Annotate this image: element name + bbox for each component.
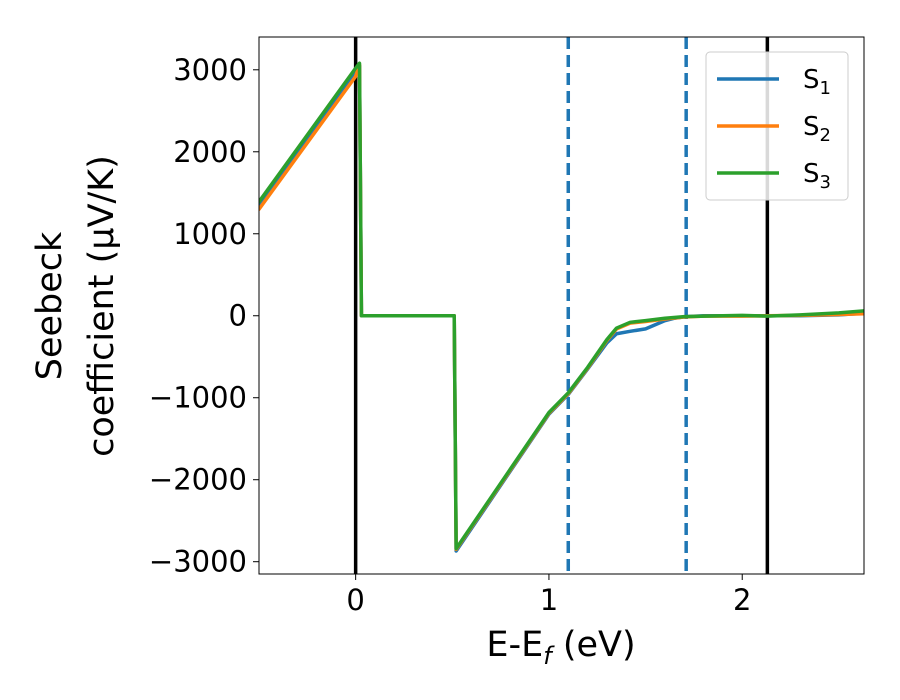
legend-label-S2: S2 [803, 112, 831, 146]
x-tick-label-2: 2 [733, 583, 751, 617]
y-axis-title-line1: Seebeck [30, 231, 70, 380]
x-tick-label-0: 0 [346, 583, 364, 617]
y-tick-label-4: −1000 [149, 381, 247, 415]
plot-area-frame [258, 36, 865, 575]
y-axis-title-line2: coefficient (μV/K) [82, 155, 122, 457]
y-tick-label-3: 0 [229, 299, 247, 333]
legend-label-S3: S3 [803, 159, 831, 193]
y-tick-label-5: −2000 [149, 463, 247, 497]
y-tick-label-0: 3000 [173, 53, 247, 87]
legend: S1 S2 S3 [705, 51, 849, 201]
y-tick-label-2: 1000 [173, 217, 247, 251]
x-tick-label-1: 1 [540, 583, 558, 617]
axis-ticks: 0 1 2 3000 2000 1000 0 −1000 −2000 −3000 [149, 53, 752, 617]
x-axis-title-base: E-E [486, 625, 543, 665]
y-tick-label-1: 2000 [173, 135, 247, 169]
legend-label-S1: S1 [803, 65, 831, 99]
x-axis-title-suffix: (eV) [552, 625, 636, 665]
y-tick-label-6: −3000 [149, 545, 247, 579]
y-axis-title: Seebeck coefficient (μV/K) [30, 155, 122, 457]
series-line-S3 [259, 61, 864, 551]
series-lines [259, 61, 864, 553]
x-axis-title: E-Ef (eV) [486, 625, 635, 670]
